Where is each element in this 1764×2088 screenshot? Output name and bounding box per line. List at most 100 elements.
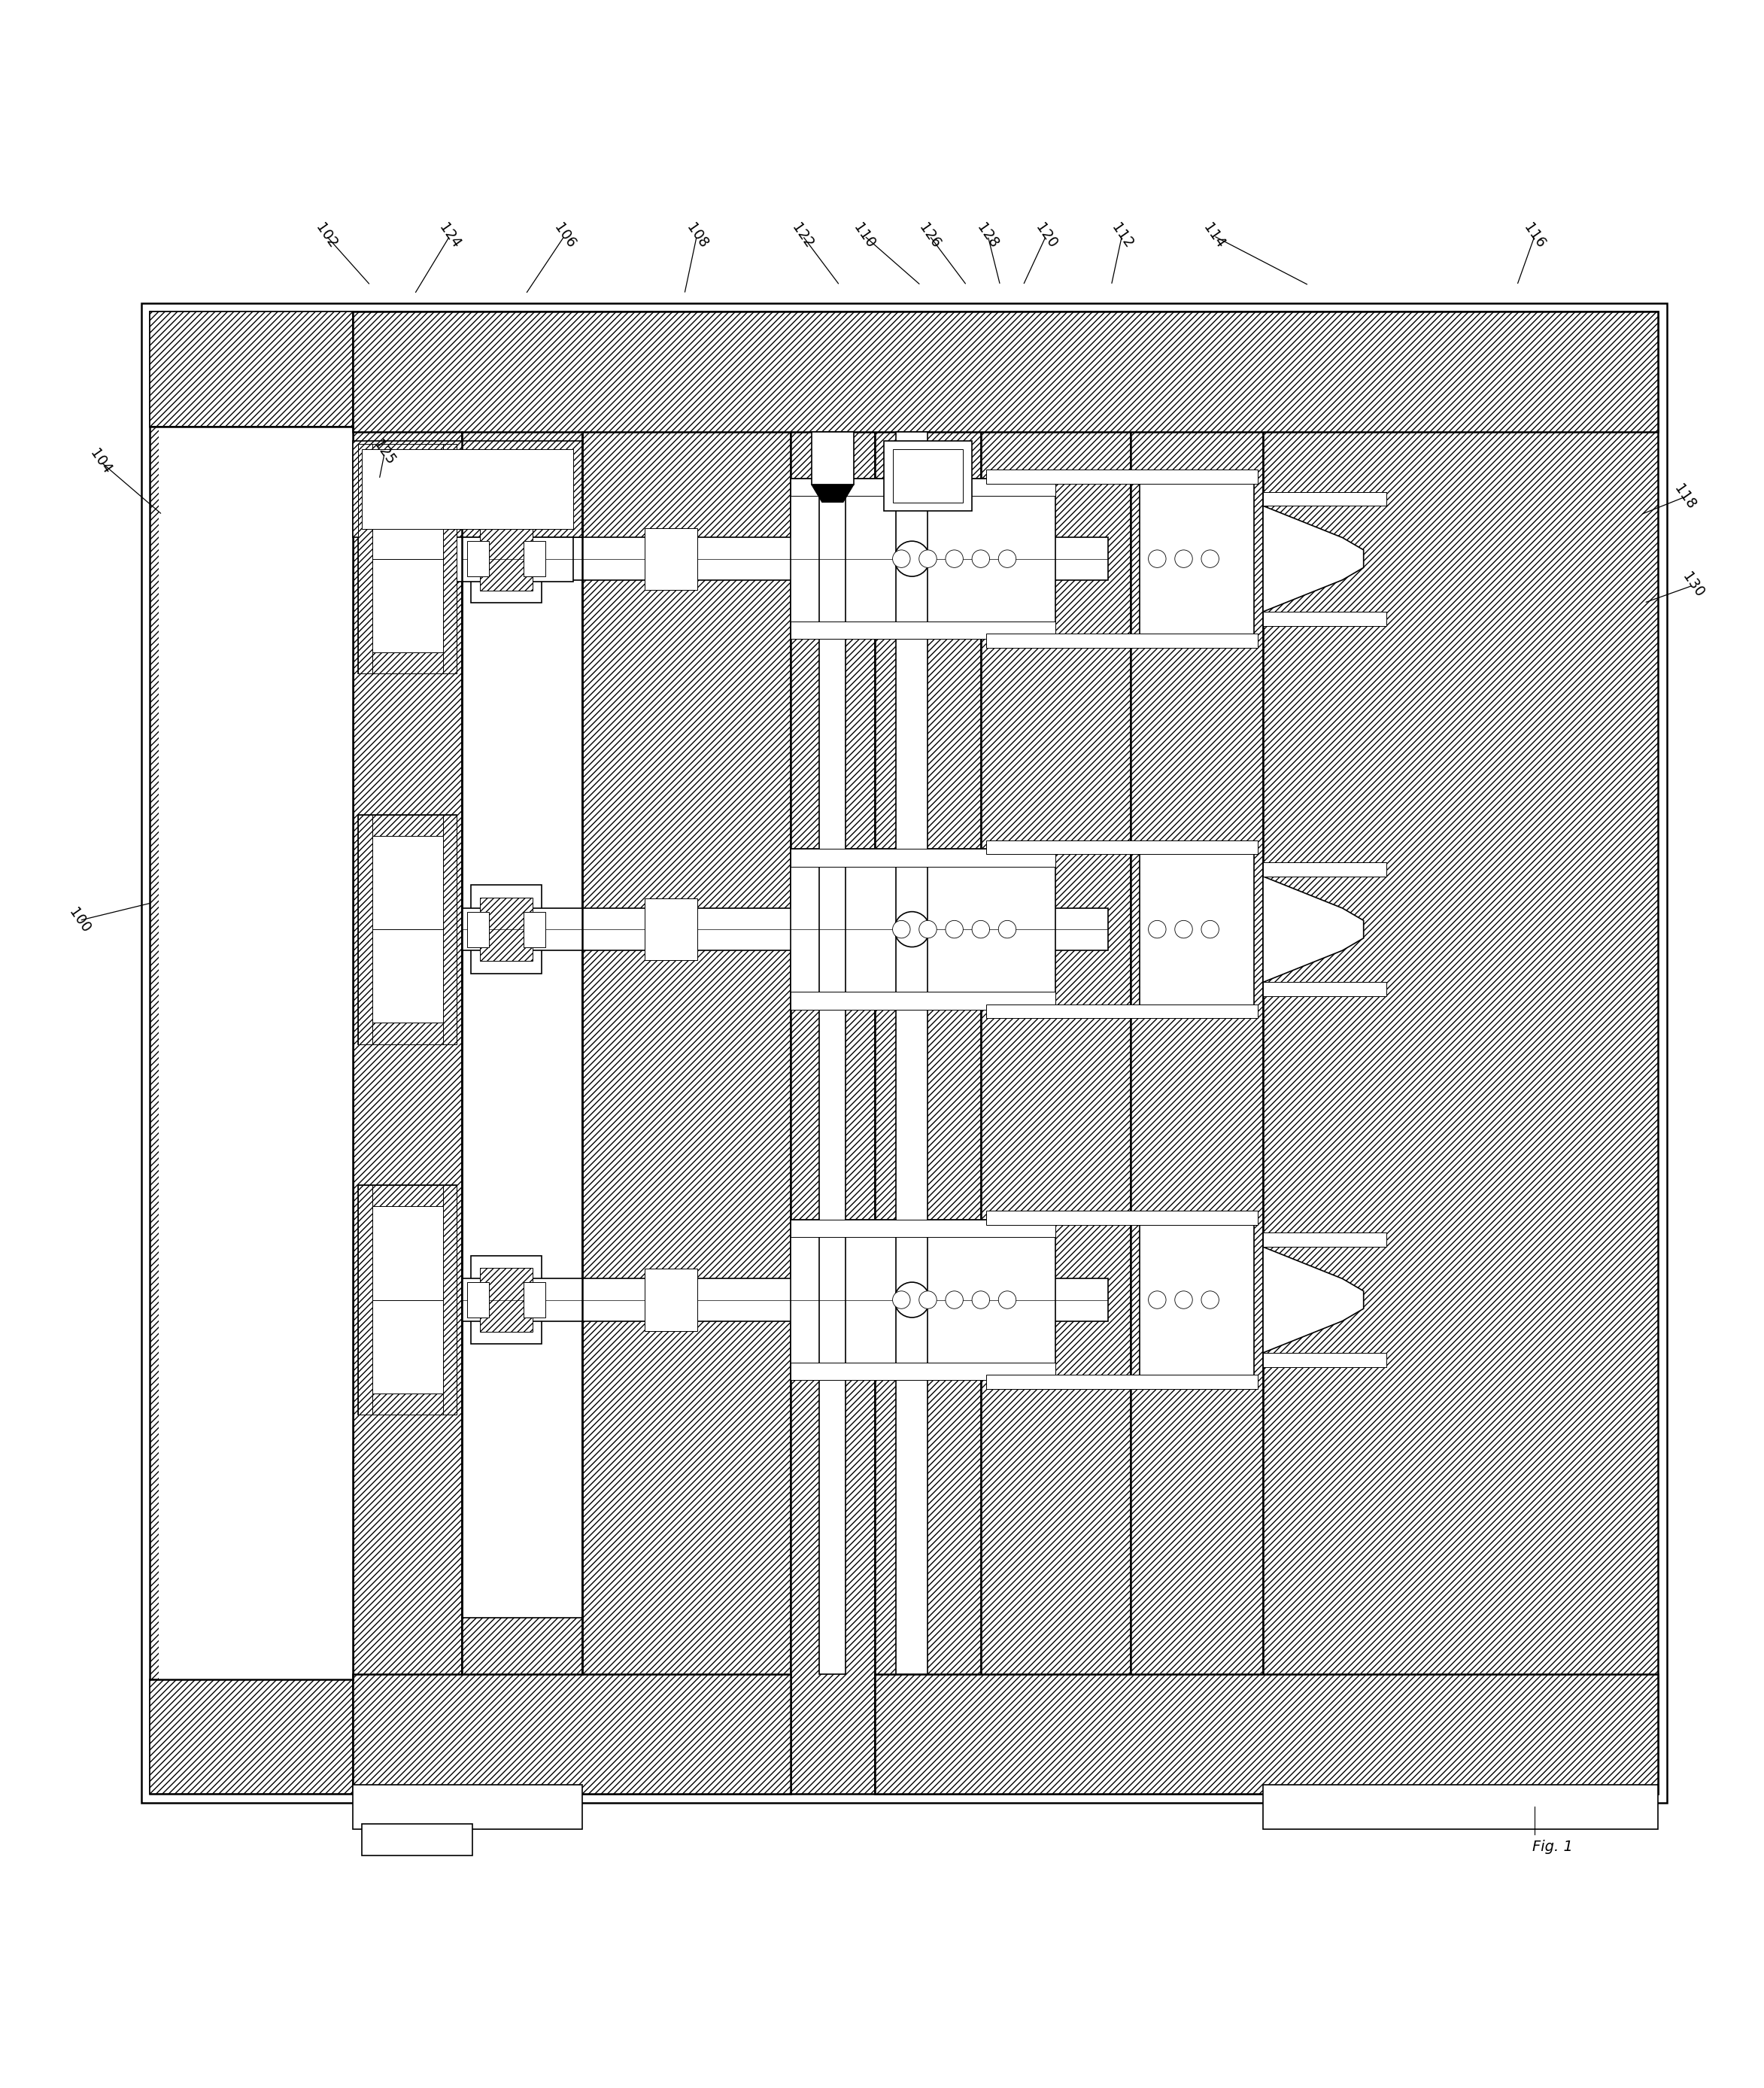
Bar — [471, 885, 542, 973]
Bar — [358, 1186, 457, 1207]
Text: Fig. 1: Fig. 1 — [1533, 1840, 1572, 1854]
Bar — [790, 1219, 1055, 1380]
Circle shape — [946, 921, 963, 938]
Bar — [480, 898, 533, 960]
Circle shape — [894, 541, 930, 576]
Bar — [480, 1267, 533, 1332]
Bar — [1263, 493, 1387, 505]
Circle shape — [972, 921, 990, 938]
Bar — [790, 478, 1055, 497]
Bar — [790, 850, 1055, 867]
Bar — [362, 537, 573, 583]
Bar — [443, 814, 457, 1044]
Bar — [1263, 612, 1387, 626]
Circle shape — [1201, 1290, 1219, 1309]
Bar — [790, 622, 1055, 639]
Bar — [141, 303, 1667, 1802]
Text: 114: 114 — [1200, 221, 1228, 251]
Circle shape — [1175, 549, 1192, 568]
Bar — [790, 311, 875, 1794]
Text: 122: 122 — [789, 221, 817, 251]
Bar — [467, 1282, 489, 1318]
Bar — [367, 453, 448, 560]
Bar — [811, 432, 854, 484]
Circle shape — [894, 912, 930, 948]
Bar — [367, 1194, 448, 1301]
Polygon shape — [811, 484, 854, 503]
Bar — [986, 1004, 1258, 1019]
Text: 130: 130 — [1679, 570, 1708, 601]
Bar — [1263, 1353, 1387, 1368]
Bar — [1263, 1785, 1658, 1829]
Bar — [986, 839, 1258, 854]
Bar — [471, 1255, 542, 1345]
Bar — [582, 311, 790, 1794]
Bar — [353, 311, 462, 1794]
Text: 128: 128 — [974, 221, 1002, 251]
Text: 104: 104 — [86, 447, 115, 476]
Bar — [986, 1211, 1258, 1226]
Bar — [367, 929, 448, 1036]
Bar — [986, 635, 1258, 647]
Bar — [790, 1363, 1055, 1380]
Bar — [1263, 981, 1387, 996]
Bar — [358, 445, 457, 466]
Circle shape — [1175, 1290, 1192, 1309]
Circle shape — [919, 921, 937, 938]
Bar — [362, 449, 573, 528]
Circle shape — [893, 1290, 910, 1309]
Bar — [1131, 311, 1263, 1794]
Circle shape — [893, 921, 910, 938]
Bar — [471, 514, 542, 603]
Bar — [462, 1278, 1108, 1322]
Text: 112: 112 — [1108, 221, 1136, 251]
Bar — [1263, 1232, 1387, 1247]
Bar — [353, 441, 582, 537]
Bar — [358, 1186, 372, 1414]
Circle shape — [1201, 921, 1219, 938]
Bar — [353, 1785, 582, 1829]
Circle shape — [946, 1290, 963, 1309]
Circle shape — [894, 1282, 930, 1318]
Bar — [986, 470, 1258, 484]
Text: 126: 126 — [916, 221, 944, 251]
Polygon shape — [1263, 505, 1364, 612]
Bar — [358, 1186, 457, 1414]
Bar — [896, 432, 928, 1675]
Bar — [353, 1675, 790, 1794]
Bar — [467, 541, 489, 576]
Bar — [358, 1023, 457, 1044]
Bar — [875, 1675, 1658, 1794]
Bar — [981, 311, 1131, 1794]
Circle shape — [972, 1290, 990, 1309]
Bar — [1263, 862, 1387, 877]
Circle shape — [919, 549, 937, 568]
Bar — [790, 992, 1055, 1011]
Bar — [159, 426, 353, 1679]
Circle shape — [893, 549, 910, 568]
Bar — [790, 1219, 1055, 1238]
Bar — [462, 537, 1108, 580]
Bar — [367, 560, 448, 664]
Bar — [524, 541, 545, 576]
Bar — [150, 311, 353, 426]
Bar — [1140, 1213, 1254, 1386]
Bar — [790, 850, 1055, 1011]
Bar — [443, 445, 457, 674]
Bar — [358, 814, 457, 835]
Bar — [644, 528, 697, 589]
Bar — [644, 1270, 697, 1330]
Text: 102: 102 — [312, 221, 340, 251]
Bar — [644, 898, 697, 960]
Bar — [367, 1301, 448, 1405]
Bar — [358, 814, 372, 1044]
Bar — [358, 814, 457, 1044]
Polygon shape — [1263, 1247, 1364, 1353]
Circle shape — [1175, 921, 1192, 938]
Bar — [462, 311, 582, 489]
Text: 124: 124 — [436, 221, 464, 251]
Circle shape — [998, 921, 1016, 938]
Text: 100: 100 — [65, 906, 93, 935]
Bar — [362, 1825, 473, 1856]
Circle shape — [998, 549, 1016, 568]
